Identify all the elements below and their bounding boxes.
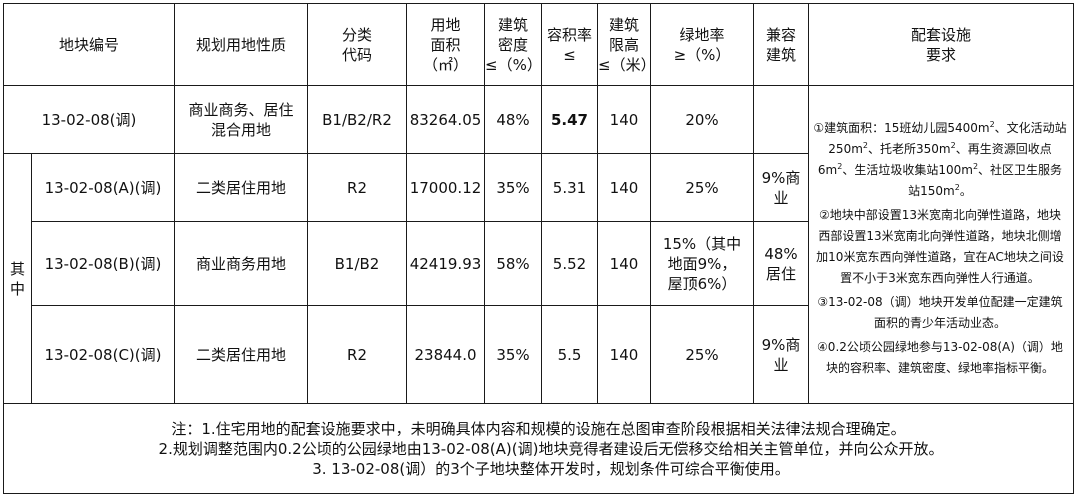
facility-item-1: ①建筑面积：15班幼儿园5400m2、文化活动站250m2、托老所350m2、再… — [813, 119, 1067, 198]
green-value: 15%（其中 地面9%， 屋顶6%） — [650, 221, 754, 306]
far-value: 5.31 — [541, 153, 598, 222]
far-value: 5.52 — [541, 221, 598, 306]
area-value: 17000.12 — [406, 153, 485, 222]
area-value: 23844.0 — [406, 305, 485, 404]
facility-item-4: ④0.2公顷公园绿地参与13-02-08(A)（调）地块的容积率、建筑密度、绿地… — [817, 339, 1063, 375]
header-far: 容积率 ≤ — [541, 3, 598, 86]
area-value: 83264.05 — [406, 85, 485, 154]
parcel-code: 13-02-08(C)(调) — [31, 305, 175, 404]
land-use: 商业商务用地 — [174, 221, 308, 306]
density-value: 48% — [484, 85, 542, 154]
green-value: 25% — [650, 305, 754, 404]
compatible-value: 9%商业 — [753, 305, 809, 404]
category-code: R2 — [307, 305, 407, 404]
height-value: 140 — [597, 221, 651, 306]
density-value: 35% — [484, 305, 542, 404]
height-value: 140 — [597, 85, 651, 154]
height-value: 140 — [597, 305, 651, 404]
far-value: 5.5 — [541, 305, 598, 404]
category-code: R2 — [307, 153, 407, 222]
parcel-code: 13-02-08(调) — [3, 85, 175, 154]
planning-table: 地块编号 规划用地性质 分类 代码 用地 面积 （㎡） 建筑 密度 ≤（%） 容积率 ≤ 建… — [3, 3, 1074, 494]
header-facilities: 配套设施 要求 — [808, 3, 1074, 86]
header-density: 建筑 密度 ≤（%） — [484, 3, 542, 86]
parcel-code: 13-02-08(A)(调) — [31, 153, 175, 222]
green-value: 20% — [650, 85, 754, 154]
header-area: 用地 面积 （㎡） — [406, 3, 485, 86]
area-value: 42419.93 — [406, 221, 485, 306]
compatible-value — [753, 85, 809, 154]
note-3: 3. 13-02-08(调）的3个子地块整体开发时，规划条件可综合平衡使用。 — [312, 459, 790, 478]
facilities-requirements: ①建筑面积：15班幼儿园5400m2、文化活动站250m2、托老所350m2、再… — [808, 85, 1074, 404]
side-label: 其中 — [3, 153, 32, 404]
header-compatible: 兼容 建筑 — [753, 3, 809, 86]
note-1: 注：1.住宅用地的配套设施要求中，未明确具体内容和规模的设施在总图审查阶段根据相… — [171, 419, 906, 438]
category-code: B1/B2 — [307, 221, 407, 306]
note-2: 2.规划调整范围内0.2公顷的公园绿地由13-02-08(A)(调)地块竞得者建… — [158, 439, 944, 458]
density-value: 35% — [484, 153, 542, 222]
land-use: 二类居住用地 — [174, 153, 308, 222]
density-value: 58% — [484, 221, 542, 306]
table-row: 13-02-08(调) 商业商务、居住 混合用地 B1/B2/R2 83264.0… — [3, 85, 1074, 404]
compatible-value: 48% 居住 — [753, 221, 809, 306]
header-land-use: 规划用地性质 — [174, 3, 308, 86]
notes: 注：1.住宅用地的配套设施要求中，未明确具体内容和规模的设施在总图审查阶段根据相… — [3, 403, 1074, 494]
category-code: B1/B2/R2 — [307, 85, 407, 154]
header-category-code: 分类 代码 — [307, 3, 407, 86]
header-parcel-code: 地块编号 — [3, 3, 175, 86]
table-row: 其中 13-02-08(A)(调) 二类居住用地 R2 17000.12 35%… — [3, 153, 1074, 404]
far-value: 5.47 — [541, 85, 598, 154]
compatible-value: 9%商业 — [753, 153, 809, 222]
land-use: 商业商务、居住 混合用地 — [174, 85, 308, 154]
parcel-code: 13-02-08(B)(调) — [31, 221, 175, 306]
header-row: 地块编号 规划用地性质 分类 代码 用地 面积 （㎡） 建筑 密度 ≤（%） 容积率 ≤ 建… — [3, 3, 1074, 86]
table-row: 13-02-08(B)(调) 商业商务用地 B1/B2 42419.93 58%… — [4, 221, 1074, 306]
facility-item-2: ②地块中部设置13米宽南北向弹性道路，地块西部设置13米宽南北向弹性道路，地块北… — [816, 207, 1064, 285]
notes-row: 注：1.住宅用地的配套设施要求中，未明确具体内容和规模的设施在总图审查阶段根据相… — [3, 403, 1074, 494]
height-value: 140 — [597, 153, 651, 222]
header-height: 建筑 限高 ≤（米） — [597, 3, 651, 86]
green-value: 25% — [650, 153, 754, 222]
header-green: 绿地率 ≥（%） — [650, 3, 754, 86]
land-use: 二类居住用地 — [174, 305, 308, 404]
facility-item-3: ③13-02-08（调）地块开发单位配建一定建筑面积的青少年活动业态。 — [817, 294, 1063, 330]
